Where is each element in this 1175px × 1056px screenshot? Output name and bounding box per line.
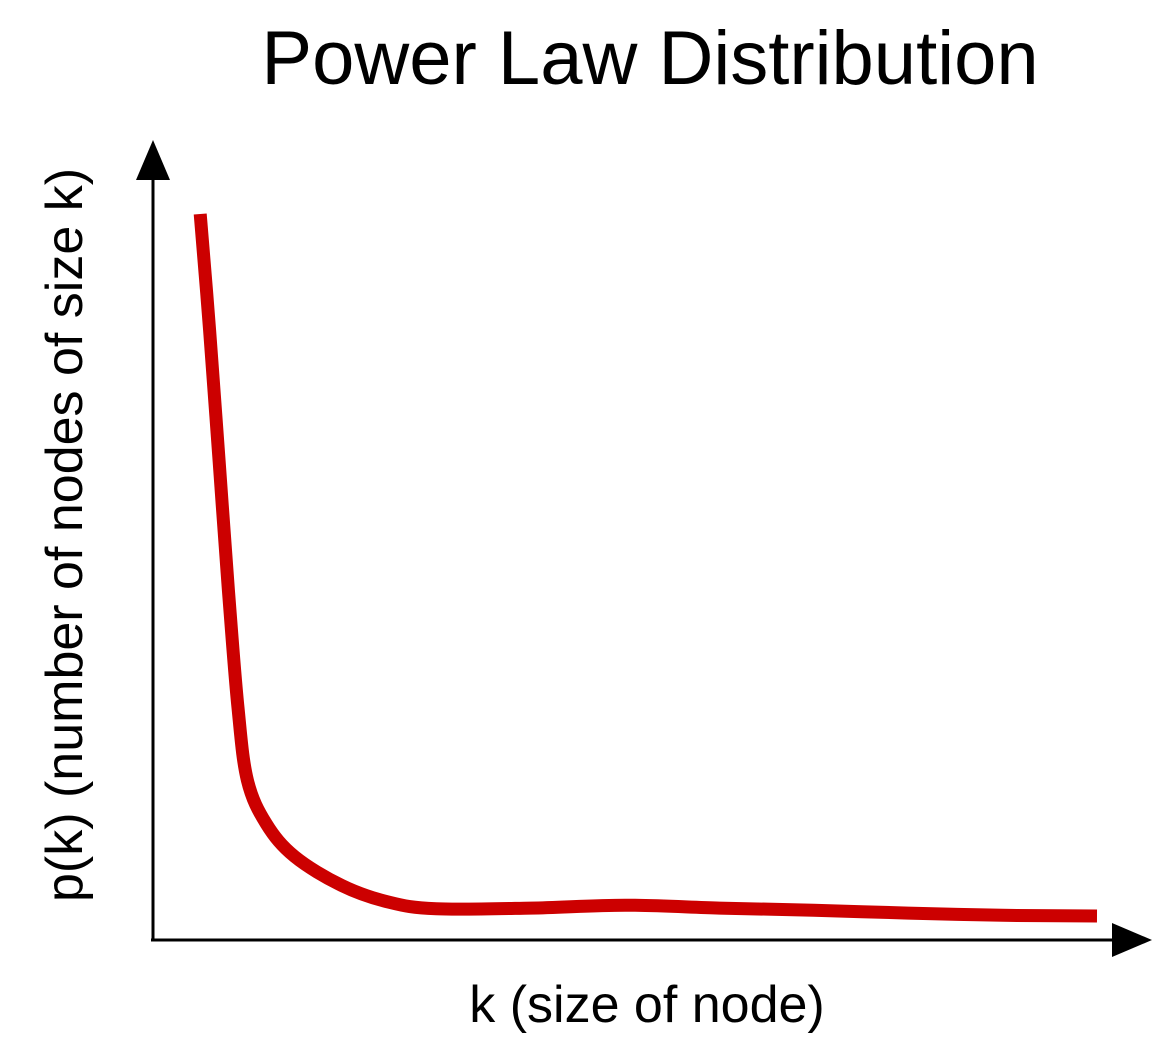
y-axis-label: p(k) (number of nodes of size k)	[36, 168, 94, 902]
x-axis-arrow-icon	[1112, 923, 1152, 957]
x-axis-label: k (size of node)	[469, 976, 825, 1034]
chart-title: Power Law Distribution	[261, 16, 1038, 101]
x-axis	[151, 923, 1152, 957]
y-axis-arrow-icon	[136, 140, 170, 180]
y-axis	[136, 140, 170, 940]
series-layer	[193, 213, 1098, 923]
series-line-0	[193, 213, 1098, 923]
